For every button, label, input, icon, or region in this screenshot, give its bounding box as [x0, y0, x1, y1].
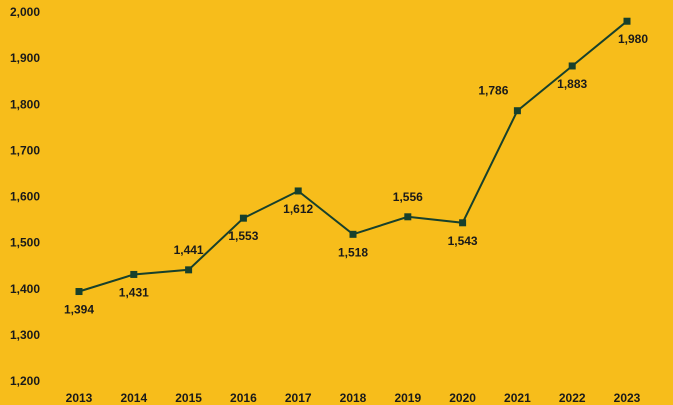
data-label: 1,553 [228, 229, 258, 243]
data-point-marker [130, 270, 138, 278]
y-tick-label: 1,200 [10, 374, 40, 388]
data-label: 1,394 [64, 303, 94, 317]
x-tick-label: 2019 [394, 391, 421, 405]
x-tick-label: 2023 [614, 391, 641, 405]
y-tick-label: 1,600 [10, 190, 40, 204]
y-tick-label: 1,900 [10, 51, 40, 65]
data-label: 1,543 [448, 234, 478, 248]
data-label: 1,441 [174, 243, 204, 257]
x-tick-label: 2018 [340, 391, 367, 405]
data-label: 1,980 [618, 32, 648, 46]
data-label: 1,556 [393, 190, 423, 204]
data-point-marker [459, 219, 467, 227]
data-label: 1,612 [283, 202, 313, 216]
data-point-marker [185, 266, 193, 274]
y-tick-label: 1,800 [10, 97, 40, 111]
y-tick-label: 1,500 [10, 236, 40, 250]
y-tick-label: 2,000 [10, 5, 40, 19]
data-point-marker [239, 214, 247, 222]
data-label: 1,786 [478, 84, 508, 98]
data-point-marker [349, 230, 357, 238]
x-tick-label: 2021 [504, 391, 531, 405]
data-label: 1,518 [338, 245, 368, 259]
x-tick-label: 2014 [120, 391, 147, 405]
y-tick-label: 1,400 [10, 282, 40, 296]
x-tick-label: 2013 [66, 391, 93, 405]
y-axis: 1,200 1,300 1,400 1,500 1,600 1,700 1,800 1,900… [10, 5, 40, 388]
data-label: 1,883 [557, 77, 587, 91]
data-point-marker [568, 62, 576, 70]
x-axis: 2013 2014 2015 2016 2017 2018 2019 2020 2021 2022… [66, 391, 641, 405]
x-tick-label: 2022 [559, 391, 586, 405]
data-point-marker [75, 288, 83, 296]
x-tick-label: 2020 [449, 391, 476, 405]
x-tick-label: 2017 [285, 391, 312, 405]
y-tick-label: 1,300 [10, 328, 40, 342]
x-tick-label: 2015 [175, 391, 202, 405]
data-point-marker [294, 187, 302, 195]
data-labels: 1,394 1,431 1,441 1,553 1,612 1,518 1,556 1,543… [64, 32, 648, 316]
x-tick-label: 2016 [230, 391, 257, 405]
data-point-marker [404, 213, 412, 221]
data-point-marker [623, 17, 631, 25]
y-tick-label: 1,700 [10, 143, 40, 157]
data-label: 1,431 [119, 285, 149, 299]
series-group [75, 17, 631, 296]
data-point-marker [513, 107, 521, 115]
